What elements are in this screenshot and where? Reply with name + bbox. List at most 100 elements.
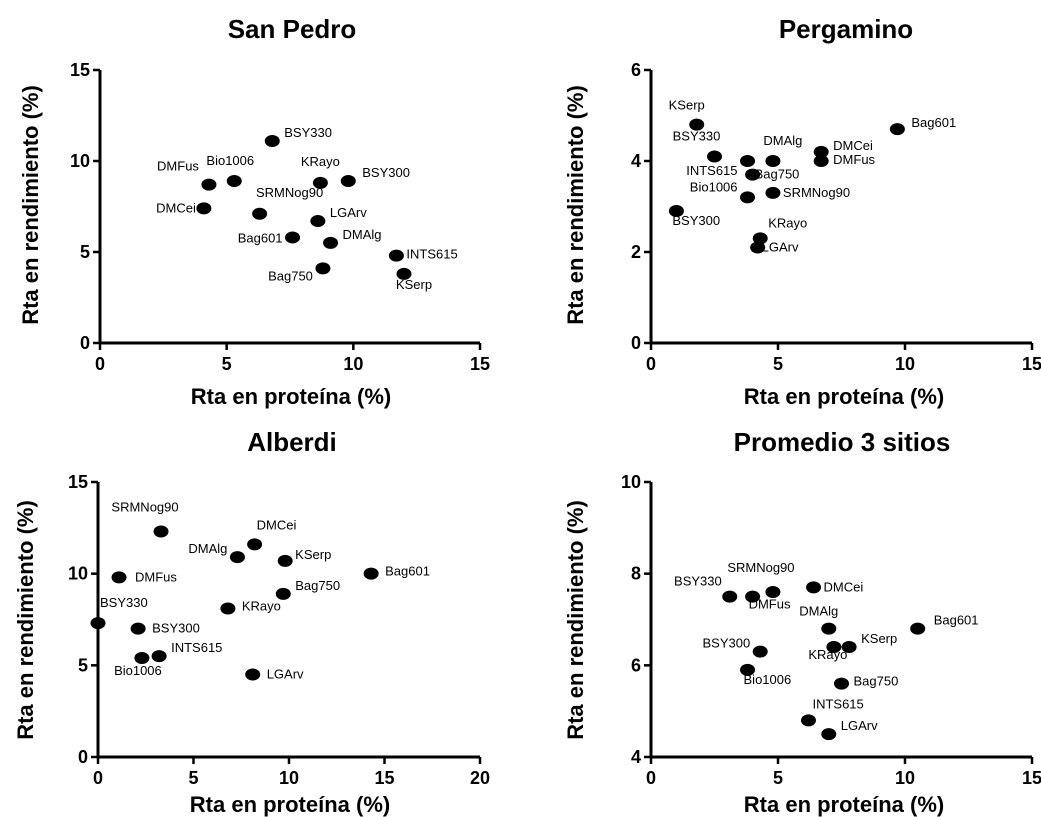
panel1-y-tick-label: 15: [70, 60, 90, 80]
panel2-point: [752, 232, 768, 245]
panel4-title: Promedio 3 sitios: [734, 427, 951, 457]
panel2-point-label: LGArv: [762, 239, 799, 254]
panel1-x-tick-label: 15: [470, 354, 490, 374]
panel4-x-tick-label: 5: [773, 768, 783, 788]
panel2-x-tick-label: 0: [646, 354, 656, 374]
panel3-y-tick-label: 15: [68, 472, 88, 492]
panel3-x-tick-label: 5: [188, 768, 198, 788]
panel4-x-tick-label: 0: [646, 768, 656, 788]
panel2-y-tick-label: 0: [631, 333, 641, 353]
panel2-x-axis-label: Rta en proteína (%): [744, 384, 944, 409]
panel3-point-label: Bio1006: [114, 663, 162, 678]
panel4-point-label: Bio1006: [744, 672, 792, 687]
panel3-point: [153, 525, 169, 538]
panel2-point-label: BSY330: [673, 128, 721, 143]
panel2-point-label: KRayo: [768, 215, 807, 230]
panel1-y-tick-label: 5: [80, 242, 90, 262]
panel4-point-label: Bag601: [934, 613, 979, 628]
panel1-y-tick-label: 0: [80, 333, 90, 353]
panel2-point-label: Bag601: [911, 115, 956, 130]
panel3-point-label: Bag601: [385, 564, 430, 579]
panel1-y-tick-label: 10: [70, 151, 90, 171]
panel4-point-label: DMFus: [749, 597, 791, 612]
panel3-point-label: KSerp: [295, 547, 331, 562]
panel1-point: [323, 236, 339, 249]
panel4-x-tick-label: 15: [1022, 768, 1041, 788]
panel1-x-axis-label: Rta en proteína (%): [191, 384, 391, 409]
panel2-point-label: DMCei: [833, 138, 873, 153]
panel4-point: [752, 645, 768, 658]
panel4-point-label: KRayo: [808, 647, 847, 662]
panel3-x-tick-label: 10: [279, 768, 299, 788]
panel2-title: Pergamino: [779, 14, 913, 44]
panel2-point: [765, 155, 781, 167]
panel3-point: [229, 551, 245, 564]
panel3-y-tick-label: 10: [68, 564, 88, 584]
panel1-point: [252, 207, 268, 220]
panel3-x-tick-label: 15: [374, 768, 394, 788]
panel3-point: [245, 668, 261, 681]
panel3-point-label: SRMNog90: [111, 500, 178, 515]
panel1-point: [226, 175, 242, 188]
panel1-point-label: LGArv: [330, 205, 367, 220]
panel4-point: [806, 581, 822, 594]
panel1-point-label: KSerp: [396, 277, 432, 292]
panel1-point: [396, 267, 412, 280]
panel4-y-tick-label: 6: [631, 655, 641, 675]
panel3-point: [130, 622, 146, 635]
panel3-point: [111, 571, 127, 584]
panel2-point-label: INTS615: [686, 163, 737, 178]
panel4-point: [740, 663, 756, 676]
panel2-point: [668, 205, 684, 218]
panel3-point: [275, 587, 291, 600]
panel4-point-label: BSY330: [674, 574, 722, 589]
panel1-x-tick-label: 0: [95, 354, 105, 374]
panel4-point-label: DMAlg: [799, 604, 838, 619]
panel4-x-tick-label: 10: [895, 768, 915, 788]
panel1-point: [312, 176, 328, 189]
panel4-y-tick-label: 10: [621, 472, 641, 492]
panel4-point: [834, 677, 849, 690]
panel1-point-label: Bag601: [238, 230, 283, 245]
panel4-x-axis-label: Rta en proteína (%): [744, 792, 944, 817]
panel3-title: Alberdi: [247, 427, 337, 457]
panel2-x-tick-label: 15: [1022, 354, 1041, 374]
panel1-point-label: Bio1006: [206, 153, 254, 168]
panel2-point-label: Bag750: [755, 167, 800, 182]
panel2-point: [740, 155, 756, 167]
panel3-point: [90, 617, 106, 630]
panel4-point-label: Bag750: [854, 674, 899, 689]
panel1-point-label: INTS615: [406, 247, 457, 262]
panel1-point-label: BSY300: [362, 165, 410, 180]
panel1-point: [285, 231, 301, 244]
panel4-y-axis-label: Rta en rendimiento (%): [563, 500, 588, 740]
panel2-point: [765, 186, 781, 199]
panel1-x-tick-label: 5: [222, 354, 232, 374]
panel3-y-tick-label: 5: [78, 655, 88, 675]
panel1-point-label: DMFus: [157, 159, 199, 174]
panel2-point: [707, 150, 722, 163]
panel1-point: [264, 134, 280, 147]
panel2-x-tick-label: 5: [773, 354, 783, 374]
panel1-point: [196, 202, 212, 215]
panel4-point: [765, 586, 781, 598]
panel3-x-tick-label: 0: [93, 768, 103, 788]
panel4-point: [800, 714, 816, 727]
panel4-point-label: SRMNog90: [727, 560, 794, 575]
panel3-point-label: BSY330: [100, 595, 148, 610]
panel3-point: [363, 567, 379, 580]
panel3-point: [247, 538, 263, 551]
panel4-point: [841, 641, 857, 653]
panel4-point: [821, 622, 837, 635]
panel1-point: [310, 215, 326, 228]
panel2-point: [813, 155, 829, 167]
panel2-point-label: Bio1006: [690, 179, 738, 194]
panel1-point-label: DMAlg: [343, 227, 382, 242]
panel1-point: [340, 175, 356, 188]
panel2-point-label: DMAlg: [763, 133, 802, 148]
panel2-point: [813, 145, 829, 158]
panel2-y-tick-label: 2: [631, 242, 641, 262]
panel3-point-label: DMAlg: [188, 541, 227, 556]
panel1-point-label: KRayo: [301, 154, 340, 169]
panel3-point-label: INTS615: [171, 640, 222, 655]
